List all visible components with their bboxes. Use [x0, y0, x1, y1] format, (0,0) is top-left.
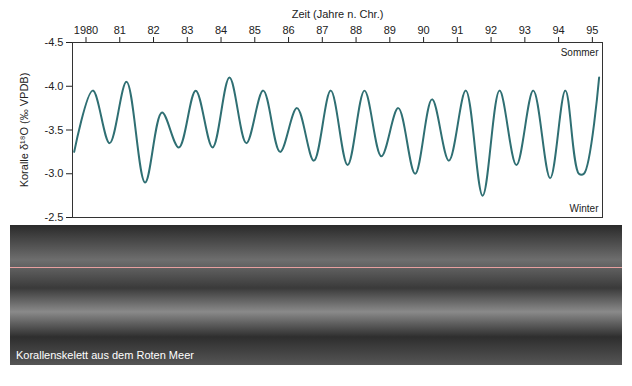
svg-text:85: 85: [249, 24, 261, 36]
svg-text:-2.5: -2.5: [45, 211, 64, 223]
svg-text:87: 87: [316, 24, 328, 36]
svg-text:94: 94: [552, 24, 564, 36]
svg-text:92: 92: [485, 24, 497, 36]
svg-text:84: 84: [215, 24, 227, 36]
svg-text:-3.0: -3.0: [45, 167, 64, 179]
svg-text:-3.5: -3.5: [45, 124, 64, 136]
svg-text:Sommer: Sommer: [561, 47, 599, 58]
svg-text:Zeit (Jahre n. Chr.): Zeit (Jahre n. Chr.): [292, 8, 384, 20]
html-text:Korallenskelett aus dem Roten: Korallenskelett aus dem Roten Meer: [16, 349, 194, 361]
svg-text:89: 89: [384, 24, 396, 36]
svg-text:Winter: Winter: [570, 203, 600, 214]
svg-text:1980: 1980: [74, 24, 98, 36]
svg-text:93: 93: [519, 24, 531, 36]
svg-text:95: 95: [586, 24, 598, 36]
svg-text:82: 82: [147, 24, 159, 36]
svg-text:83: 83: [181, 24, 193, 36]
svg-text:91: 91: [451, 24, 463, 36]
svg-text:90: 90: [417, 24, 429, 36]
svg-text:Koralle δ¹⁸O (‰ VPDB): Koralle δ¹⁸O (‰ VPDB): [18, 73, 30, 188]
svg-text:-4.0: -4.0: [45, 80, 64, 92]
svg-text:86: 86: [282, 24, 294, 36]
svg-text:81: 81: [114, 24, 126, 36]
svg-text:-4.5: -4.5: [45, 36, 64, 48]
svg-text:88: 88: [350, 24, 362, 36]
